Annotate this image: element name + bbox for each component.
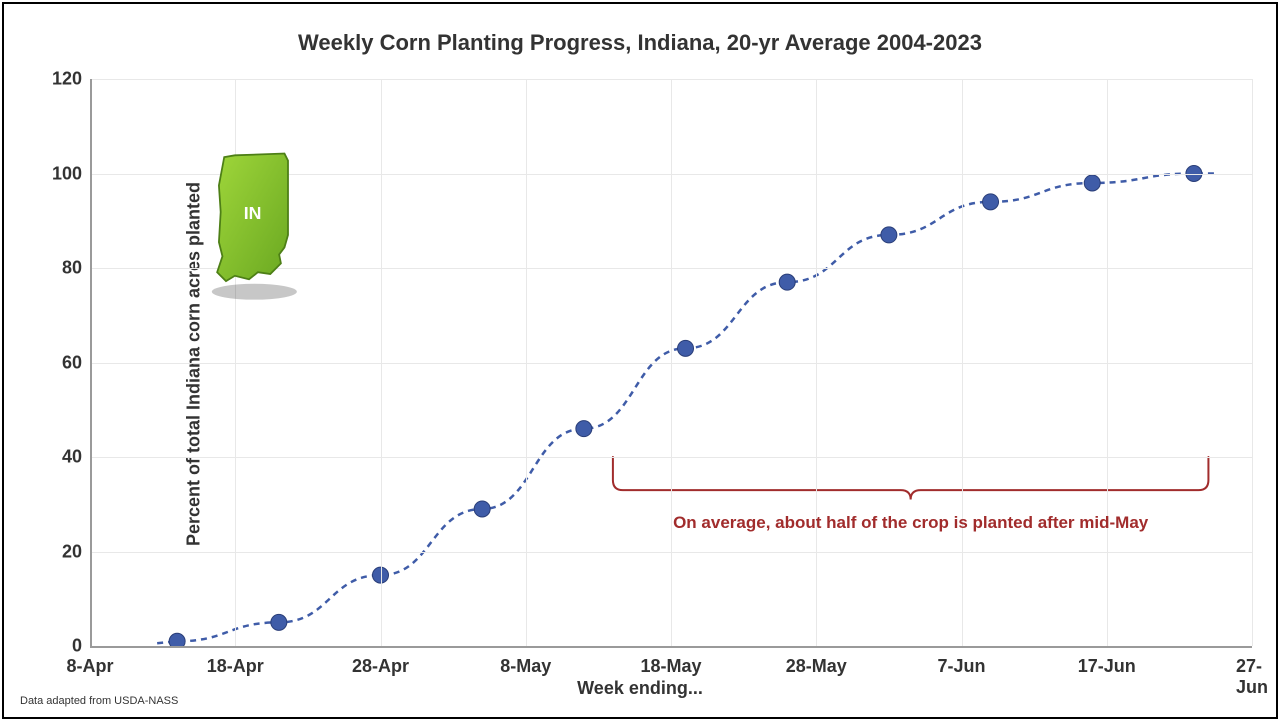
- data-marker: [779, 274, 795, 290]
- y-tick-label: 80: [42, 258, 82, 279]
- x-axis-label: Week ending...: [4, 678, 1276, 699]
- x-tick-label: 18-May: [640, 656, 701, 677]
- indiana-state-icon: IN: [192, 150, 322, 305]
- data-marker: [678, 340, 694, 356]
- chart-title: Weekly Corn Planting Progress, Indiana, …: [4, 30, 1276, 56]
- gridline-horizontal: [90, 552, 1252, 553]
- data-marker: [474, 501, 490, 517]
- x-tick-label: 8-May: [500, 656, 551, 677]
- data-marker: [881, 227, 897, 243]
- y-tick-label: 100: [42, 163, 82, 184]
- x-tick-label: 8-Apr: [66, 656, 113, 677]
- source-note: Data adapted from USDA-NASS: [20, 695, 178, 707]
- data-marker: [983, 194, 999, 210]
- x-tick-label: 18-Apr: [207, 656, 264, 677]
- y-tick-label: 0: [42, 636, 82, 657]
- data-marker: [169, 633, 185, 646]
- x-tick-label: 28-Apr: [352, 656, 409, 677]
- x-axis-line: [90, 646, 1252, 648]
- y-tick-label: 120: [42, 69, 82, 90]
- x-tick-label: 27-Jun: [1236, 656, 1268, 698]
- y-tick-label: 20: [42, 541, 82, 562]
- annotation-text: On average, about half of the crop is pl…: [673, 513, 1148, 533]
- gridline-horizontal: [90, 79, 1252, 80]
- y-axis-line: [90, 79, 92, 646]
- x-tick-label: 28-May: [786, 656, 847, 677]
- y-tick-label: 40: [42, 447, 82, 468]
- y-tick-label: 60: [42, 352, 82, 373]
- data-marker: [1084, 175, 1100, 191]
- x-tick-label: 7-Jun: [937, 656, 985, 677]
- gridline-vertical: [1252, 79, 1253, 646]
- data-marker: [271, 614, 287, 630]
- x-tick-label: 17-Jun: [1078, 656, 1136, 677]
- gridline-horizontal: [90, 457, 1252, 458]
- state-label: IN: [243, 203, 261, 223]
- chart-frame: Weekly Corn Planting Progress, Indiana, …: [2, 2, 1278, 719]
- data-marker: [576, 421, 592, 437]
- annotation-brace: [613, 457, 1209, 500]
- gridline-horizontal: [90, 363, 1252, 364]
